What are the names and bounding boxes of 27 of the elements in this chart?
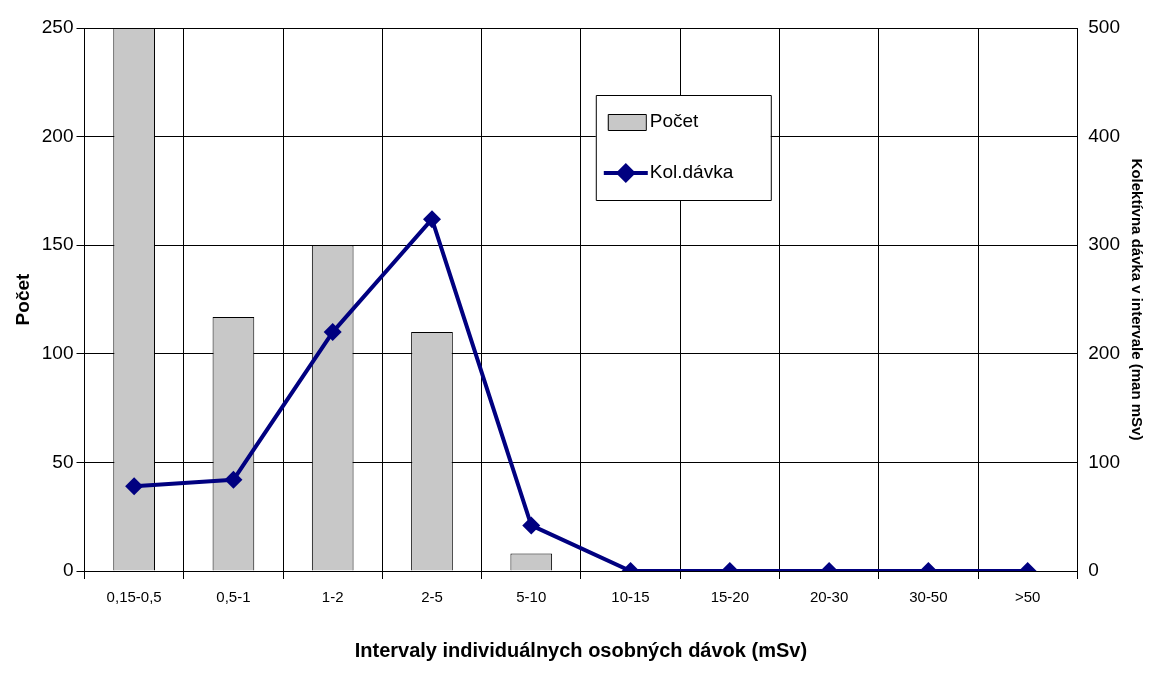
legend-label: Kol.dávka <box>649 161 734 183</box>
y-axis-title: Počet <box>11 272 33 326</box>
y2-axis-title: Kolektívna dávka v intervale (man mSv) <box>1128 158 1146 441</box>
x-tick-label: 30-50 <box>909 588 948 606</box>
x-tick-label: 10-15 <box>611 588 650 606</box>
y-tick-label: 0 <box>62 559 74 581</box>
legend-label: Počet <box>649 110 700 132</box>
y-tick-label: 100 <box>41 342 74 364</box>
x-tick-label: 2-5 <box>421 588 443 606</box>
y2-tick-label: 0 <box>1088 559 1099 581</box>
y-tick-label: 250 <box>41 16 74 38</box>
x-tick-label: >50 <box>1014 588 1041 606</box>
y2-tick-label: 100 <box>1088 450 1120 472</box>
y-tick-label: 50 <box>52 450 74 472</box>
x-tick-label: 5-10 <box>516 588 547 606</box>
x-tick-label: 0,15-0,5 <box>106 588 162 606</box>
y2-tick-label: 400 <box>1088 124 1120 146</box>
y2-tick-label: 200 <box>1088 342 1120 364</box>
x-tick-label: 0,5-1 <box>216 588 251 606</box>
y2-tick-label: 300 <box>1088 233 1120 255</box>
x-axis-title: Intervaly individuálnych osobných dávok (mSv) <box>354 638 808 661</box>
y-tick-label: 200 <box>41 124 74 146</box>
x-tick-label: 15-20 <box>710 588 750 606</box>
x-tick-label: 1-2 <box>321 588 344 606</box>
x-tick-label: 20-30 <box>809 588 849 606</box>
y-tick-label: 150 <box>41 233 74 255</box>
y2-tick-label: 500 <box>1088 16 1120 38</box>
